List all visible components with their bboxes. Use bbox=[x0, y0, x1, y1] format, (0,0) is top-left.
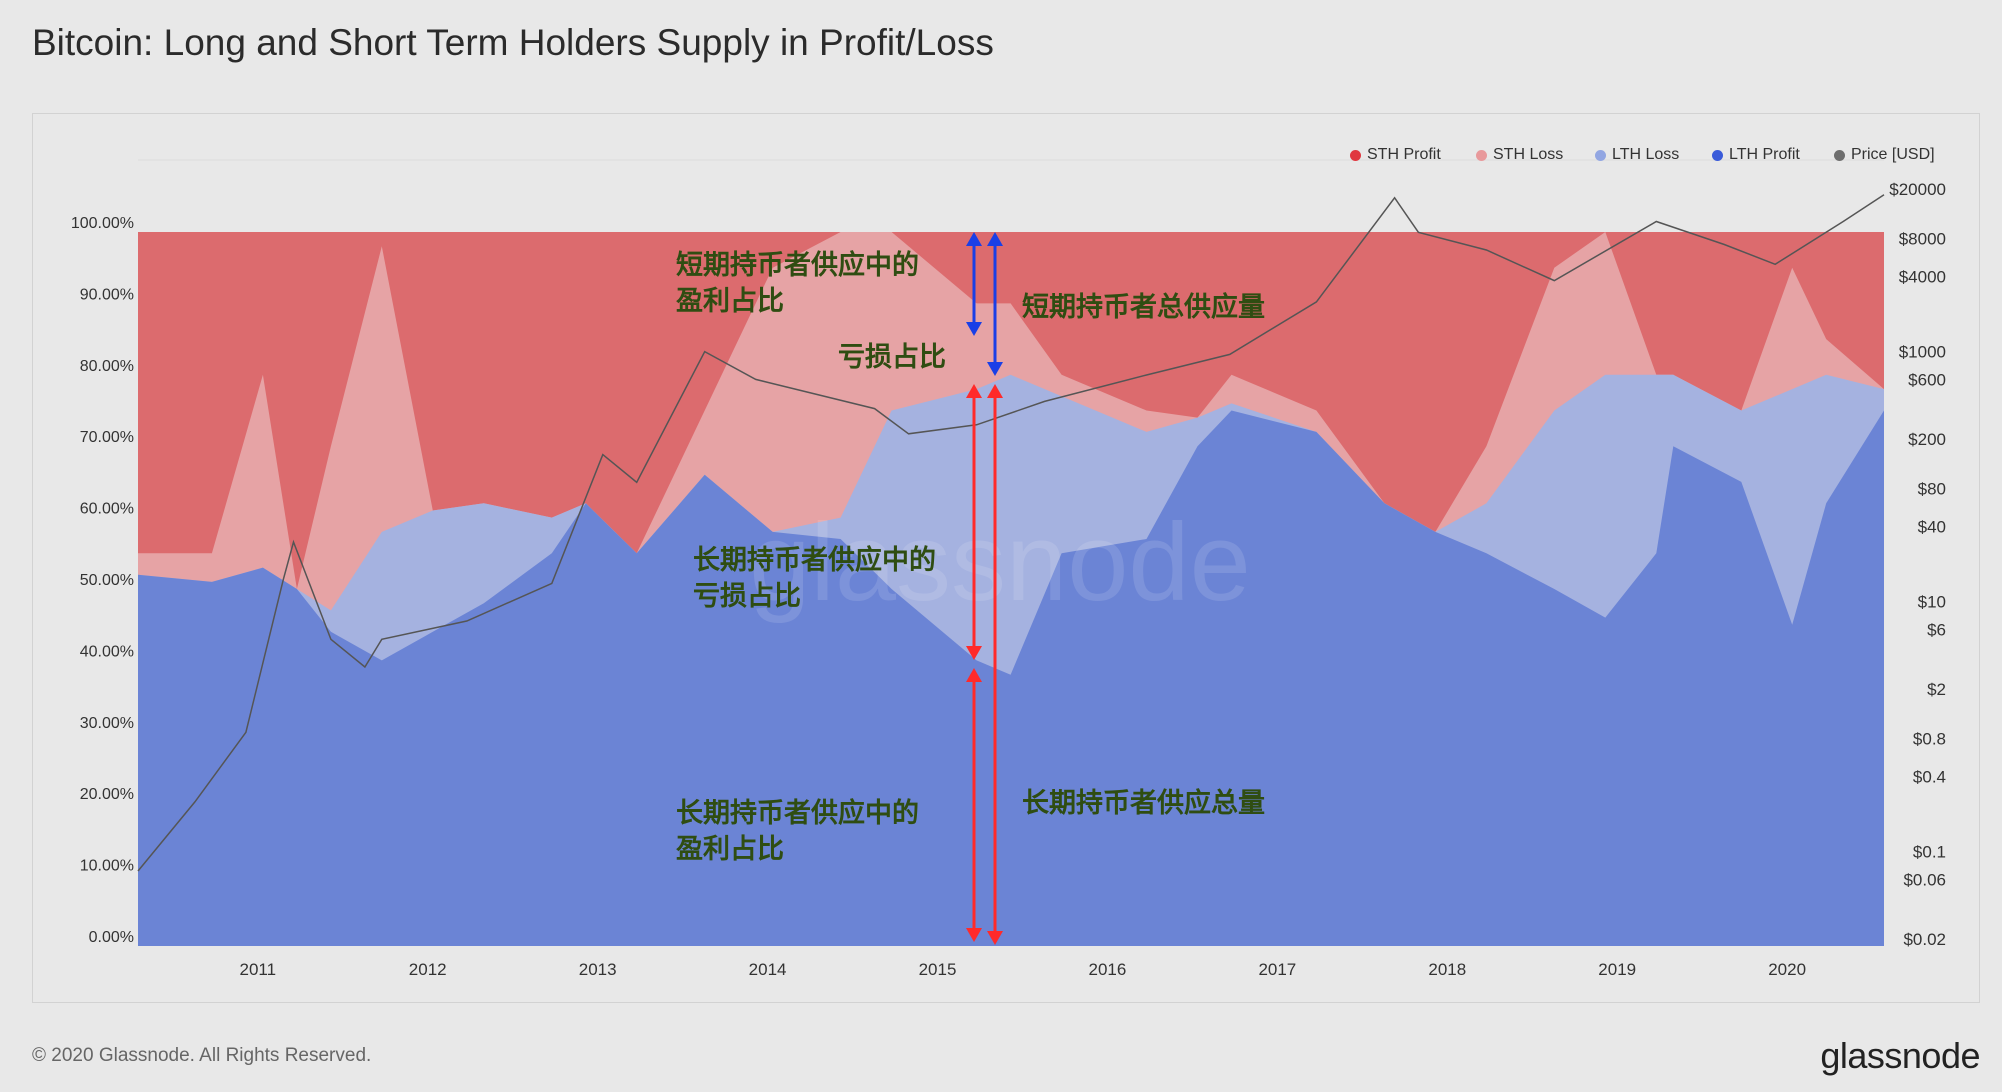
legend-label: STH Profit bbox=[1367, 146, 1441, 163]
arrow-lth-total-head-down bbox=[987, 931, 1003, 945]
y2-tick-label: $6 bbox=[1927, 620, 1946, 639]
area-lth-profit bbox=[138, 410, 1884, 946]
legend-dot-icon bbox=[1476, 149, 1487, 161]
arrow-sth-profit-head-down bbox=[966, 322, 982, 336]
y-tick-label: 70.00% bbox=[80, 429, 134, 446]
legend-label: STH Loss bbox=[1493, 146, 1564, 163]
x-tick-label: 2018 bbox=[1428, 960, 1466, 979]
y-tick-label: 90.00% bbox=[80, 286, 134, 303]
legend-dot-icon bbox=[1712, 149, 1723, 161]
y2-tick-label: $40 bbox=[1918, 517, 1946, 536]
y2-tick-label: $600 bbox=[1908, 370, 1946, 389]
legend-dot-icon bbox=[1834, 149, 1845, 161]
annotation-lth-total: 长期持币者供应总量 bbox=[1022, 788, 1265, 819]
x-tick-label: 2020 bbox=[1768, 960, 1806, 979]
y2-tick-label: $0.1 bbox=[1913, 843, 1946, 862]
annotation-sth-total: 短期持币者总供应量 bbox=[1022, 292, 1265, 323]
legend-dot-icon bbox=[1350, 149, 1361, 161]
y2-tick-label: $1000 bbox=[1899, 343, 1946, 362]
y2-tick-label: $2 bbox=[1927, 680, 1946, 699]
arrow-sth-profit-head-up bbox=[966, 232, 982, 246]
x-tick-label: 2019 bbox=[1598, 960, 1636, 979]
legend-label: Price [USD] bbox=[1851, 146, 1935, 163]
legend-dot-icon bbox=[1595, 149, 1606, 161]
watermark: glassnode bbox=[749, 501, 1251, 624]
x-tick-label: 2015 bbox=[919, 960, 957, 979]
y-tick-label: 40.00% bbox=[80, 643, 134, 660]
annotation-lth-loss: 长期持币者供应中的 亏损占比 bbox=[693, 545, 936, 612]
price-line bbox=[137, 194, 1885, 872]
x-tick-label: 2011 bbox=[240, 960, 277, 979]
annotation-lth-profit: 长期持币者供应中的 盈利占比 bbox=[676, 798, 919, 865]
y2-tick-label: $0.02 bbox=[1903, 930, 1946, 949]
copyright: © 2020 Glassnode. All Rights Reserved. bbox=[32, 1045, 372, 1066]
y-tick-label: 60.00% bbox=[80, 501, 134, 518]
y-tick-label: 80.00% bbox=[80, 358, 134, 375]
y2-tick-label: $0.8 bbox=[1913, 730, 1946, 749]
legend-label: LTH Loss bbox=[1612, 146, 1680, 163]
chart-frame bbox=[32, 113, 1980, 1003]
legend-item[interactable]: STH Profit bbox=[1350, 146, 1441, 164]
arrow-sth-total-head-down bbox=[987, 362, 1003, 376]
legend-item[interactable]: STH Loss bbox=[1476, 146, 1563, 164]
legend-item[interactable]: Price [USD] bbox=[1834, 146, 1935, 164]
legend-item[interactable]: LTH Profit bbox=[1712, 146, 1800, 164]
y-tick-label: 0.00% bbox=[89, 929, 134, 946]
y2-tick-label: $80 bbox=[1918, 480, 1946, 499]
arrow-lth-loss-head-up bbox=[966, 384, 982, 398]
y2-tick-label: $10 bbox=[1918, 593, 1946, 612]
y2-tick-label: $0.06 bbox=[1903, 870, 1946, 889]
x-tick-label: 2016 bbox=[1089, 960, 1127, 979]
y2-tick-label: $8000 bbox=[1899, 230, 1946, 249]
y2-tick-label: $0.4 bbox=[1913, 767, 1946, 786]
x-tick-label: 2014 bbox=[749, 960, 787, 979]
y2-tick-label: $200 bbox=[1908, 430, 1946, 449]
arrow-lth-total-head-up bbox=[987, 384, 1003, 398]
x-tick-label: 2012 bbox=[409, 960, 447, 979]
chart-title: Bitcoin: Long and Short Term Holders Sup… bbox=[32, 22, 994, 63]
y-tick-label: 30.00% bbox=[80, 715, 134, 732]
arrow-lth-profit-head-down bbox=[966, 928, 982, 942]
y2-tick-label: $20000 bbox=[1889, 180, 1946, 199]
y-tick-label: 10.00% bbox=[80, 858, 134, 875]
legend-label: LTH Profit bbox=[1729, 146, 1800, 163]
arrow-lth-profit-head-up bbox=[966, 668, 982, 682]
legend-item[interactable]: LTH Loss bbox=[1595, 146, 1679, 164]
y2-tick-label: $4000 bbox=[1899, 267, 1946, 286]
y-tick-label: 20.00% bbox=[80, 786, 134, 803]
glassnode-logo[interactable]: glassnode bbox=[1820, 1035, 1980, 1076]
arrow-sth-total-head-up bbox=[987, 232, 1003, 246]
annotation-sth-profit: 短期持币者供应中的 盈利占比 bbox=[676, 250, 919, 317]
x-tick-label: 2013 bbox=[579, 960, 617, 979]
annotation-sth-loss: 亏损占比 bbox=[838, 342, 946, 373]
y-tick-label: 100.00% bbox=[71, 215, 134, 232]
y-tick-label: 50.00% bbox=[80, 572, 134, 589]
x-tick-label: 2017 bbox=[1258, 960, 1296, 979]
arrow-lth-loss-head-down bbox=[966, 646, 982, 660]
